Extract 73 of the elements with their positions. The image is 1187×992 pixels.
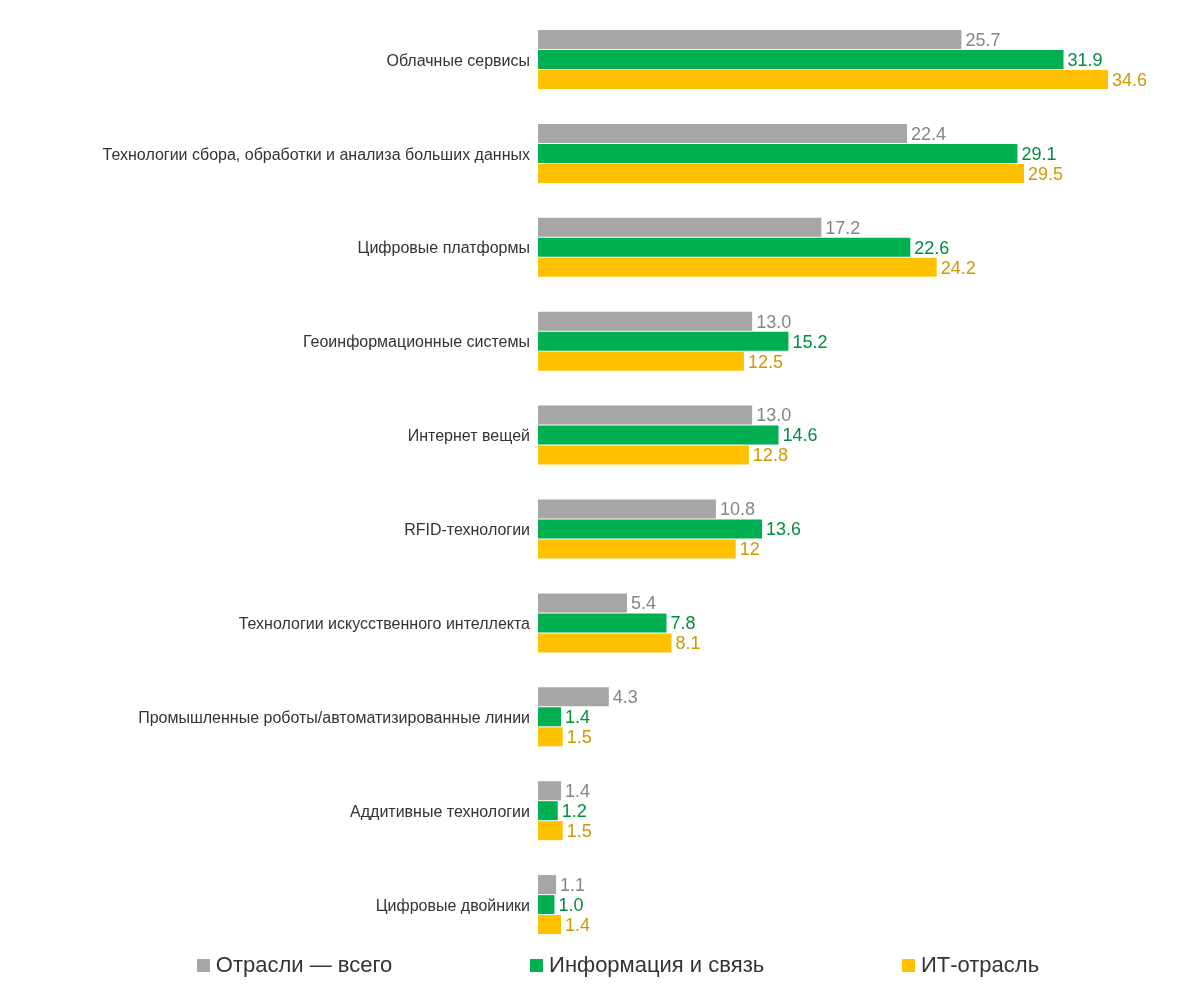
data-label: 1.4	[565, 781, 591, 801]
data-label: 8.1	[675, 633, 701, 654]
data-label: 29.1	[1021, 143, 1057, 164]
bar	[538, 687, 609, 707]
data-label: 24.2	[940, 257, 976, 278]
y-tick-label: Технологии сбора, обработки и анализа больших данных	[102, 145, 530, 163]
bar	[538, 50, 1064, 69]
legend-label: Информация и связь	[548, 952, 765, 978]
data-label: 25.7	[965, 29, 1001, 50]
data-label: 1.2	[561, 801, 587, 821]
bar	[538, 331, 789, 351]
bar	[538, 405, 753, 425]
data-label: 7.8	[670, 613, 696, 634]
bar	[538, 445, 749, 465]
data-label: 12.8	[752, 445, 788, 466]
bar	[538, 237, 911, 257]
data-label: 12	[739, 539, 760, 560]
bar	[538, 801, 558, 821]
bar	[538, 163, 1024, 183]
bar	[538, 613, 667, 633]
bar	[538, 875, 557, 895]
data-label: 17.2	[825, 217, 861, 238]
bar	[538, 633, 672, 653]
data-label: 5.4	[630, 593, 656, 614]
data-label: 4.3	[612, 687, 638, 708]
data-label: 29.5	[1027, 163, 1064, 184]
bar	[538, 727, 563, 747]
data-label: 13.6	[766, 519, 802, 540]
bar	[538, 519, 763, 539]
data-label: 1.5	[566, 727, 592, 748]
data-label: 1.4	[565, 707, 591, 728]
legend-label: ИТ-отрасль	[919, 952, 1040, 978]
bar	[538, 499, 716, 519]
data-label: 1.5	[566, 821, 592, 841]
bar	[538, 425, 779, 445]
bar	[538, 821, 563, 841]
bar	[538, 70, 1108, 89]
y-tick-label: RFID-технологии	[404, 521, 530, 539]
data-label: 31.9	[1067, 49, 1103, 70]
data-label: 10.8	[719, 499, 755, 520]
data-label: 13.0	[756, 405, 792, 426]
data-label: 1.4	[565, 914, 591, 935]
y-tick-label: Аддитивные технологии	[350, 802, 530, 820]
data-label: 14.6	[782, 425, 818, 446]
data-label: 1.1	[560, 874, 586, 895]
y-tick-label: Облачные сервисы	[386, 51, 530, 69]
data-label: 1.0	[558, 894, 584, 915]
bar	[538, 539, 736, 559]
data-label: 34.6	[1112, 69, 1148, 90]
bar	[538, 311, 753, 331]
bar	[538, 123, 908, 143]
bar	[538, 915, 562, 935]
bar	[538, 707, 562, 727]
bar	[538, 257, 937, 277]
bar	[538, 351, 744, 371]
legend-label: Отрасли — всего	[214, 952, 393, 978]
y-tick-label: Цифровые двойники	[375, 896, 530, 914]
y-tick-label: Геоинформационные системы	[302, 333, 530, 351]
data-label: 22.6	[914, 237, 950, 258]
data-label: 12.5	[747, 351, 783, 372]
bar	[538, 217, 822, 237]
bar	[538, 593, 627, 613]
bar	[538, 143, 1018, 163]
data-label: 22.4	[911, 123, 947, 144]
y-tick-label: Промышленные роботы/автоматизированные линии	[138, 708, 530, 726]
bar	[538, 895, 555, 915]
y-tick-label: Технологии искусственного интеллекта	[238, 615, 531, 633]
bar	[538, 30, 962, 49]
bar	[538, 781, 562, 801]
y-tick-label: Интернет вещей	[407, 427, 530, 445]
y-tick-label: Цифровые платформы	[357, 239, 530, 257]
data-label: 15.2	[792, 331, 828, 352]
data-label: 13.0	[756, 311, 792, 332]
